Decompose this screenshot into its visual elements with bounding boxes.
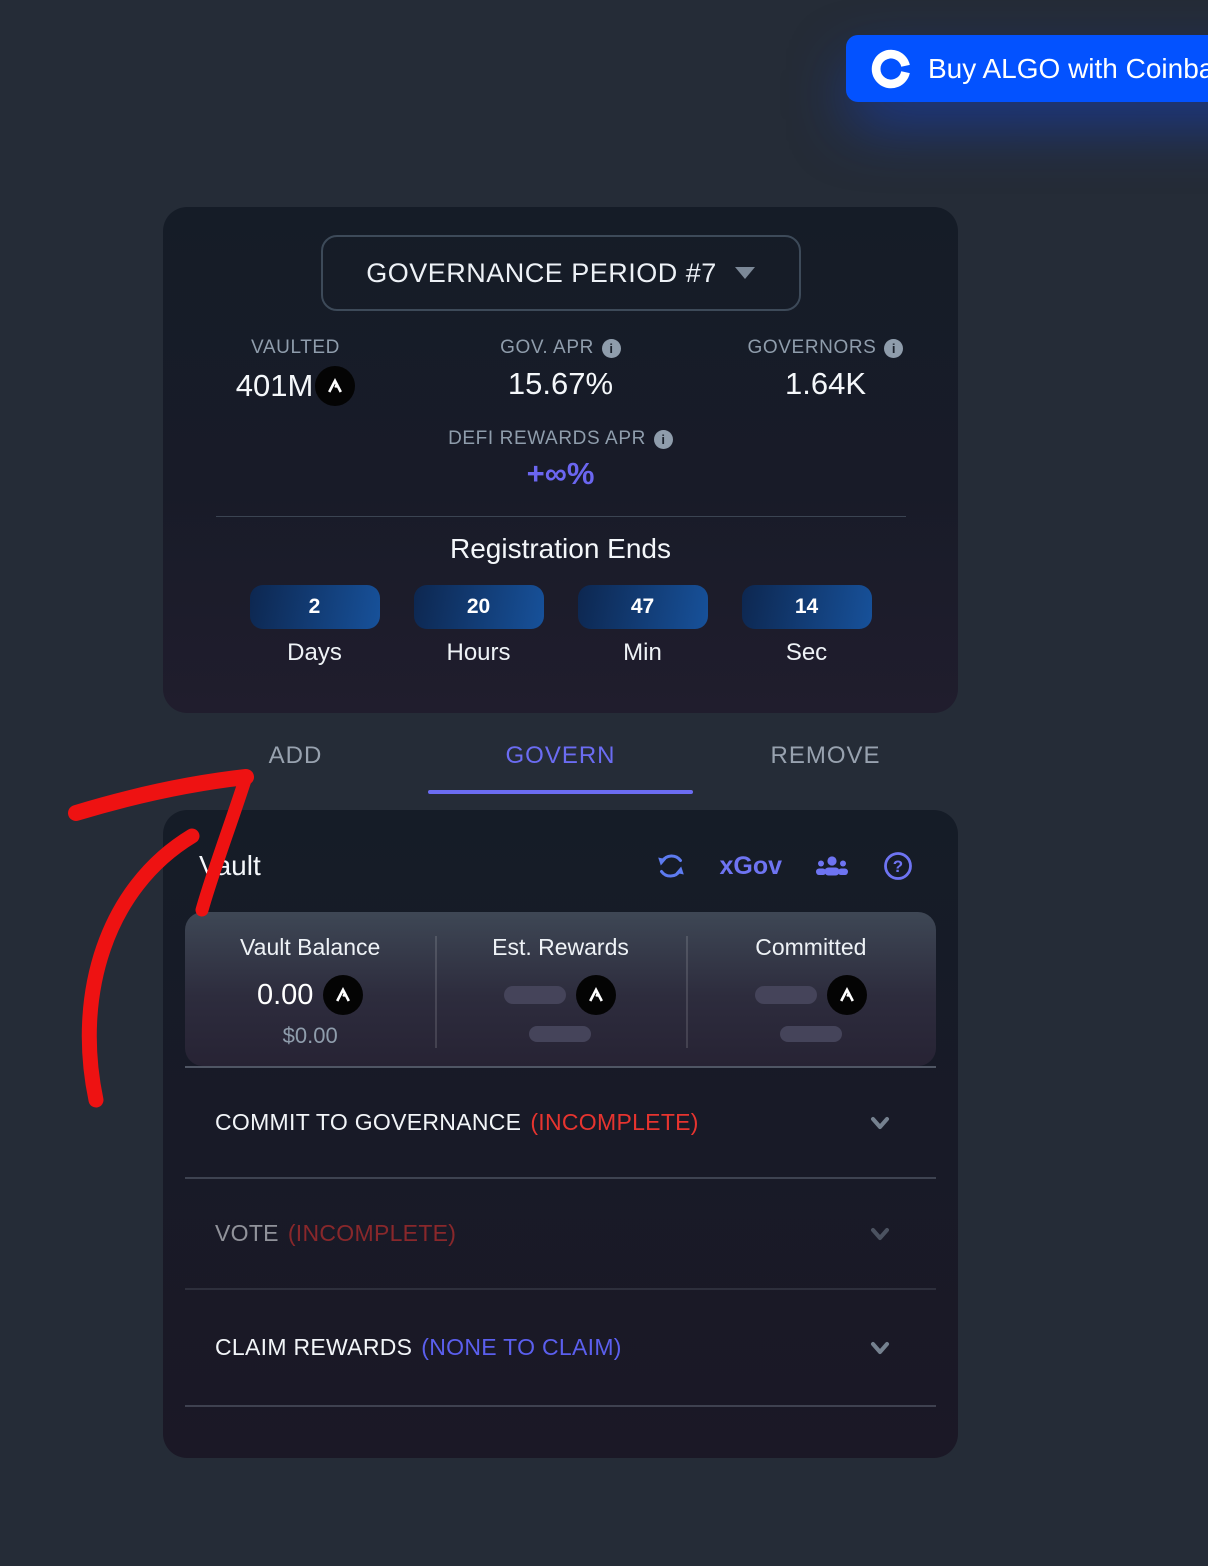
governance-stats-row: VAULTED 401M GOV. APR i 15.67% — [163, 337, 958, 406]
countdown-hours: 20 Hours — [413, 585, 544, 667]
skeleton-placeholder — [754, 986, 817, 1004]
vault-balance-amount: 0.00 — [256, 978, 314, 1011]
stat-vaulted: VAULTED 401M — [163, 337, 428, 406]
accordion-vote[interactable]: VOTE (INCOMPLETE) — [185, 1179, 936, 1290]
tab-govern[interactable]: GOVERN — [428, 742, 693, 794]
registration-ends-title: Registration Ends — [449, 533, 671, 564]
committed-value — [754, 975, 867, 1015]
vault-header: Vault xGov — [199, 850, 914, 882]
xgov-link[interactable]: xGov — [719, 851, 782, 880]
skeleton-placeholder — [779, 1026, 842, 1042]
accordion-status: (INCOMPLETE) — [530, 1109, 699, 1135]
algo-icon — [576, 975, 617, 1015]
algo-icon — [315, 366, 356, 406]
stat-label-text: GOV. APR — [500, 337, 594, 358]
stat-vaulted-label: VAULTED — [251, 337, 340, 359]
chevron-down-icon — [871, 1341, 889, 1354]
countdown-sec-label: Sec — [785, 639, 828, 666]
chevron-down-icon — [734, 267, 755, 279]
stat-value-text: 15.67% — [507, 366, 614, 401]
refresh-icon[interactable] — [655, 850, 687, 882]
countdown-min-value: 47 — [577, 585, 708, 629]
committed-label: Committed — [755, 934, 867, 960]
vault-accordions: COMMIT TO GOVERNANCE (INCOMPLETE) VOTE (… — [185, 1066, 936, 1407]
countdown-hours-label: Hours — [446, 639, 511, 666]
countdown-min: 47 Min — [577, 585, 708, 667]
est-rewards-label: Est. Rewards — [492, 934, 629, 960]
accordion-commit-to-governance[interactable]: COMMIT TO GOVERNANCE (INCOMPLETE) — [185, 1068, 936, 1179]
accordion-title-text: CLAIM REWARDS — [215, 1334, 413, 1360]
est-rewards-col: Est. Rewards — [435, 930, 685, 1066]
stat-gov-apr-value: 15.67% — [508, 366, 613, 402]
stat-gov-apr: GOV. APR i 15.67% — [428, 337, 693, 406]
vault-card: Vault xGov — [163, 810, 958, 1458]
countdown-days: 2 Days — [249, 585, 380, 667]
help-icon[interactable]: ? — [882, 850, 914, 882]
est-rewards-value — [504, 975, 617, 1015]
info-icon[interactable]: i — [653, 429, 673, 449]
stat-value-text: 401M — [235, 368, 314, 403]
committed-col: Committed — [685, 930, 936, 1066]
stat-label-text: GOVERNORS — [747, 337, 877, 358]
vault-balance-label: Vault Balance — [240, 934, 381, 960]
accordion-title: COMMIT TO GOVERNANCE (INCOMPLETE) — [215, 1109, 699, 1136]
tab-add[interactable]: ADD — [268, 742, 323, 769]
governance-card: GOVERNANCE PERIOD #7 VAULTED 401M GOV. A… — [163, 207, 958, 713]
stat-defi-label: DEFI REWARDS APR i — [448, 428, 673, 450]
accordion-title: VOTE (INCOMPLETE) — [215, 1220, 456, 1247]
countdown-sec: 14 Sec — [741, 585, 872, 667]
governance-period-selector[interactable]: GOVERNANCE PERIOD #7 — [320, 235, 801, 311]
countdown-days-label: Days — [287, 639, 342, 666]
buy-algo-button[interactable]: Buy ALGO with Coinbase — [846, 35, 1208, 102]
stat-governors: GOVERNORS i 1.64K — [693, 337, 958, 406]
action-tabs: ADD GOVERN REMOVE — [163, 742, 958, 794]
governance-period-label: GOVERNANCE PERIOD #7 — [366, 257, 717, 288]
buy-algo-label: Buy ALGO with Coinbase — [928, 52, 1208, 84]
info-icon[interactable]: i — [884, 338, 904, 358]
stat-value-text: 1.64K — [784, 366, 866, 401]
accordion-title: CLAIM REWARDS (NONE TO CLAIM) — [215, 1334, 622, 1361]
divider — [215, 516, 906, 517]
chevron-down-icon — [871, 1227, 889, 1240]
accordion-status: (NONE TO CLAIM) — [421, 1334, 622, 1360]
info-icon[interactable]: i — [601, 338, 621, 358]
vault-actions: xGov ? — [655, 850, 914, 882]
accordion-claim-rewards[interactable]: CLAIM REWARDS (NONE TO CLAIM) — [185, 1290, 936, 1407]
coinbase-icon — [871, 49, 910, 88]
governors-group-icon[interactable] — [814, 850, 850, 882]
stat-gov-apr-label: GOV. APR i — [500, 337, 621, 359]
vault-balance-value: 0.00 — [256, 975, 364, 1015]
stat-governors-value: 1.64K — [785, 366, 866, 402]
algo-icon — [826, 975, 867, 1015]
countdown-min-label: Min — [623, 639, 662, 666]
algo-icon — [323, 975, 364, 1015]
stat-defi-rewards: DEFI REWARDS APR i +∞% — [448, 428, 673, 492]
countdown: 2 Days 20 Hours 47 Min 14 Sec — [249, 585, 872, 667]
countdown-hours-value: 20 — [413, 585, 544, 629]
stat-label-text: VAULTED — [250, 337, 340, 358]
accordion-title-text: COMMIT TO GOVERNANCE — [215, 1109, 522, 1135]
stat-governors-label: GOVERNORS i — [748, 337, 904, 359]
tab-remove[interactable]: REMOVE — [770, 742, 881, 769]
chevron-down-icon — [871, 1116, 889, 1129]
vault-balance-usd: $0.00 — [282, 1023, 338, 1048]
skeleton-placeholder — [504, 986, 567, 1004]
countdown-days-value: 2 — [249, 585, 380, 629]
accordion-status: (INCOMPLETE) — [287, 1220, 457, 1246]
vault-balance-col: Vault Balance 0.00 $0.00 — [185, 930, 435, 1066]
accordion-title-text: VOTE — [215, 1220, 279, 1246]
skeleton-placeholder — [529, 1026, 592, 1042]
countdown-sec-value: 14 — [741, 585, 872, 629]
svg-text:?: ? — [893, 857, 903, 876]
stat-label-text: DEFI REWARDS APR — [448, 428, 646, 449]
stat-vaulted-value: 401M — [236, 366, 356, 406]
stat-defi-value: +∞% — [526, 456, 595, 491]
vault-balance-box: Vault Balance 0.00 $0.00 Est. Rewards — [185, 912, 936, 1066]
vault-title: Vault — [199, 850, 261, 881]
